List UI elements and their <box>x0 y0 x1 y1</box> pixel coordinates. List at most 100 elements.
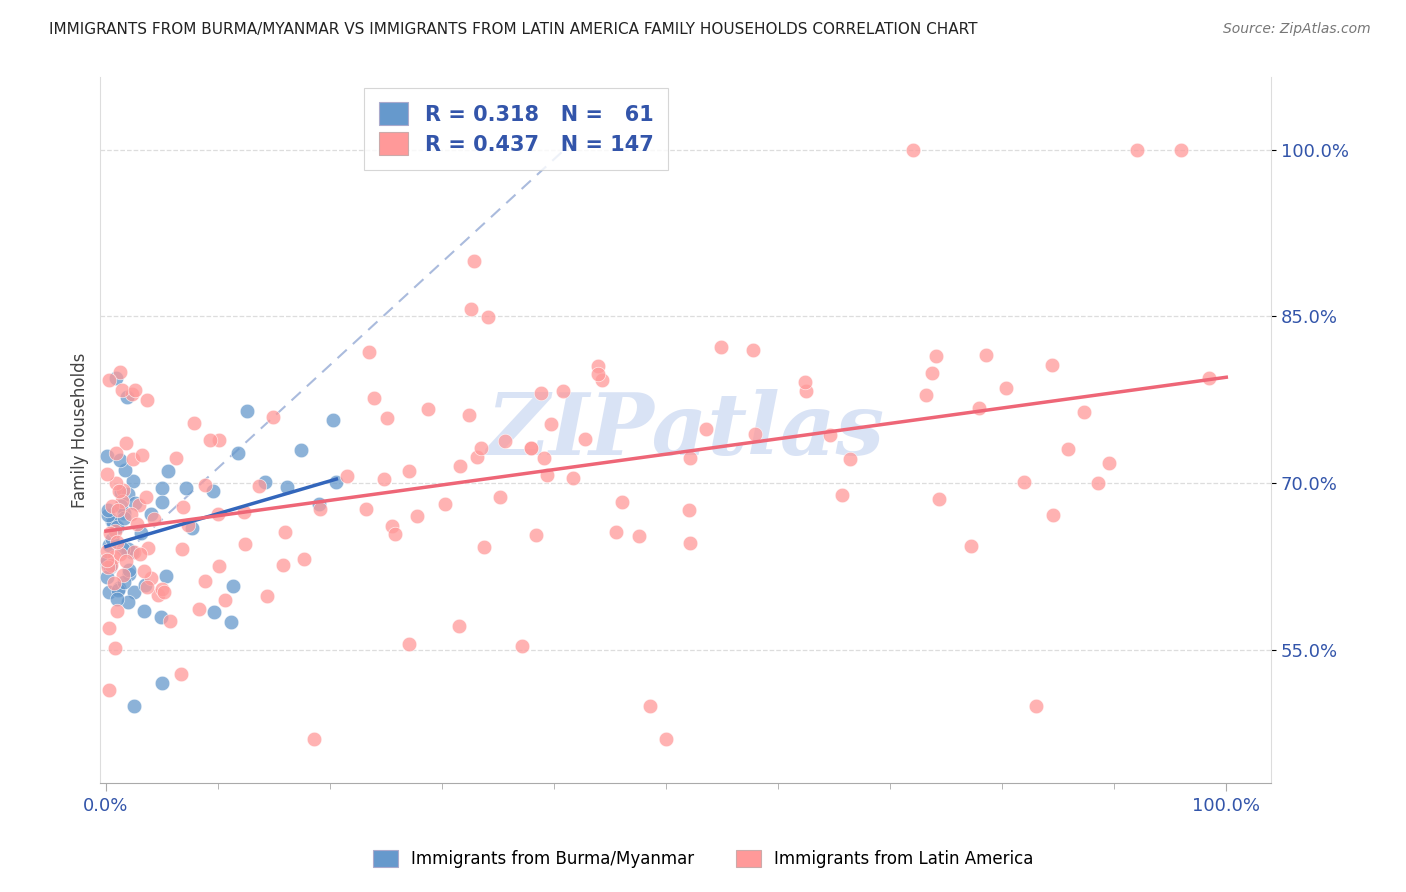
Point <box>128 498 150 512</box>
Point <box>136 581 159 595</box>
Point <box>201 483 224 498</box>
Point <box>610 495 633 509</box>
Point <box>375 411 398 425</box>
Point <box>101 533 124 547</box>
Point <box>115 391 138 405</box>
Point <box>107 582 129 597</box>
Point <box>134 578 156 592</box>
Point <box>114 462 136 476</box>
Point <box>112 483 135 497</box>
Point <box>121 545 143 559</box>
Point <box>586 359 609 374</box>
Point <box>122 452 145 467</box>
Point <box>325 475 347 490</box>
Point <box>98 585 121 599</box>
Point <box>1198 371 1220 385</box>
Point <box>208 558 231 573</box>
Point <box>142 512 165 526</box>
Text: IMMIGRANTS FROM BURMA/MYANMAR VS IMMIGRANTS FROM LATIN AMERICA FAMILY HOUSEHOLDS: IMMIGRANTS FROM BURMA/MYANMAR VS IMMIGRA… <box>49 22 977 37</box>
Point <box>551 384 574 399</box>
Point <box>591 372 613 386</box>
Point <box>111 494 134 508</box>
Point <box>98 559 121 574</box>
Point <box>188 601 211 615</box>
Point <box>384 527 406 541</box>
Point <box>574 432 596 446</box>
Point <box>1057 442 1080 456</box>
Point <box>155 569 177 583</box>
Point <box>96 552 118 566</box>
Point <box>107 581 129 595</box>
Point <box>308 497 330 511</box>
Point <box>357 344 380 359</box>
Point <box>98 683 121 698</box>
Point <box>235 536 257 550</box>
Point <box>125 516 148 531</box>
Point <box>105 534 128 549</box>
Point <box>118 567 141 582</box>
Point <box>108 365 131 379</box>
Point <box>150 481 173 495</box>
Point <box>103 549 125 564</box>
Point <box>131 448 153 462</box>
Point <box>157 464 180 478</box>
Point <box>1025 698 1047 713</box>
Point <box>117 487 139 501</box>
Point <box>974 348 997 362</box>
Text: Source: ZipAtlas.com: Source: ZipAtlas.com <box>1223 22 1371 37</box>
Point <box>262 409 284 424</box>
Point <box>110 485 132 500</box>
Point <box>302 731 325 746</box>
Point <box>524 528 547 542</box>
Point <box>115 554 138 568</box>
Point <box>207 508 229 522</box>
Point <box>101 514 124 528</box>
Point <box>96 556 118 570</box>
Point <box>103 576 125 591</box>
Point <box>489 491 512 505</box>
Point <box>159 614 181 628</box>
Point <box>139 571 162 585</box>
Point <box>101 499 124 513</box>
Point <box>176 481 198 495</box>
Point <box>470 441 492 455</box>
Point <box>1012 475 1035 489</box>
Point <box>136 541 159 555</box>
Point <box>794 375 817 389</box>
Text: ZIPatlas: ZIPatlas <box>486 389 884 472</box>
Point <box>132 565 155 579</box>
Point <box>98 525 121 540</box>
Point <box>110 499 132 513</box>
Point <box>321 413 343 427</box>
Point <box>172 500 194 515</box>
Point <box>149 610 172 624</box>
Point <box>533 451 555 466</box>
Point <box>709 340 731 354</box>
Point <box>655 731 678 746</box>
Legend: Immigrants from Burma/Myanmar, Immigrants from Latin America: Immigrants from Burma/Myanmar, Immigrant… <box>364 842 1042 877</box>
Point <box>458 408 481 422</box>
Point <box>406 508 429 523</box>
Point <box>150 582 173 596</box>
Point <box>200 433 222 447</box>
Point <box>129 547 152 561</box>
Point <box>150 495 173 509</box>
Point <box>104 370 127 384</box>
Point <box>519 442 541 456</box>
Point <box>112 542 135 557</box>
Point <box>628 529 651 543</box>
Point <box>122 698 145 713</box>
Point <box>1098 456 1121 470</box>
Point <box>96 544 118 558</box>
Point <box>695 422 717 436</box>
Point <box>97 560 120 574</box>
Point <box>292 552 315 566</box>
Point <box>530 386 553 401</box>
Point <box>233 505 256 519</box>
Point <box>1170 143 1192 157</box>
Point <box>165 450 187 465</box>
Point <box>222 579 245 593</box>
Point <box>336 469 359 483</box>
Point <box>135 393 157 408</box>
Point <box>120 507 142 521</box>
